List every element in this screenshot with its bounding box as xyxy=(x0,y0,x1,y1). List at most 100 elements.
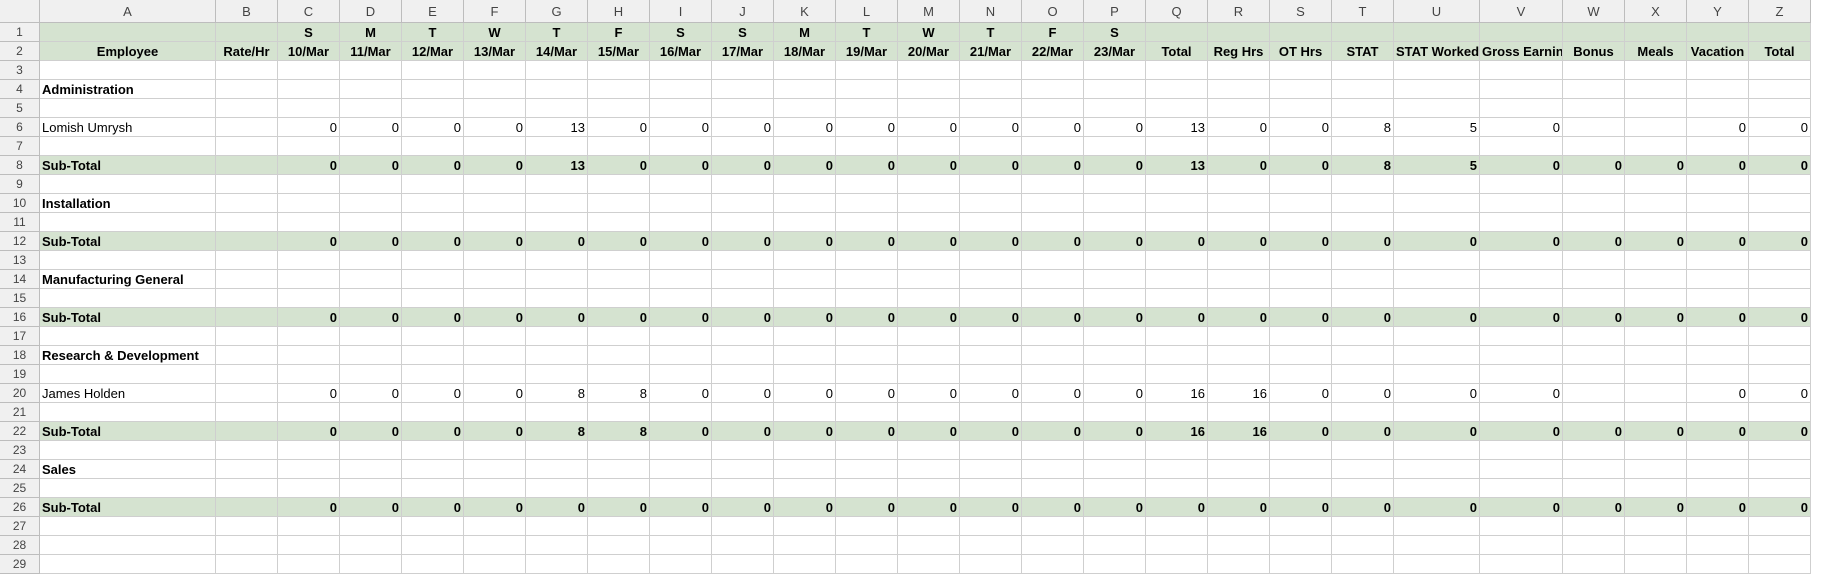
cell-y25[interactable] xyxy=(1687,479,1749,498)
cell-d19[interactable] xyxy=(340,365,402,384)
column-header-r[interactable]: R xyxy=(1208,0,1270,23)
cell-r21[interactable] xyxy=(1208,403,1270,422)
cell-v13[interactable] xyxy=(1480,251,1563,270)
cell-e1[interactable]: T xyxy=(402,23,464,42)
cell-m7[interactable] xyxy=(898,137,960,156)
cell-d18[interactable] xyxy=(340,346,402,365)
column-header-b[interactable]: B xyxy=(216,0,278,23)
cell-w6[interactable] xyxy=(1563,118,1625,137)
cell-p26[interactable]: 0 xyxy=(1084,498,1146,517)
cell-u3[interactable] xyxy=(1394,61,1480,80)
cell-d9[interactable] xyxy=(340,175,402,194)
column-header-y[interactable]: Y xyxy=(1687,0,1749,23)
cell-t3[interactable] xyxy=(1332,61,1394,80)
cell-z19[interactable] xyxy=(1749,365,1811,384)
cell-c8[interactable]: 0 xyxy=(278,156,340,175)
cell-a8[interactable]: Sub-Total xyxy=(40,156,216,175)
cell-l1[interactable]: T xyxy=(836,23,898,42)
cell-i16[interactable]: 0 xyxy=(650,308,712,327)
cell-z13[interactable] xyxy=(1749,251,1811,270)
cell-c13[interactable] xyxy=(278,251,340,270)
cell-o13[interactable] xyxy=(1022,251,1084,270)
column-header-t[interactable]: T xyxy=(1332,0,1394,23)
cell-y20[interactable]: 0 xyxy=(1687,384,1749,403)
cell-m28[interactable] xyxy=(898,536,960,555)
cell-o25[interactable] xyxy=(1022,479,1084,498)
cell-q19[interactable] xyxy=(1146,365,1208,384)
cell-i19[interactable] xyxy=(650,365,712,384)
row-header-24[interactable]: 24 xyxy=(0,460,40,479)
cell-v17[interactable] xyxy=(1480,327,1563,346)
cell-q25[interactable] xyxy=(1146,479,1208,498)
cell-g20[interactable]: 8 xyxy=(526,384,588,403)
cell-l9[interactable] xyxy=(836,175,898,194)
cell-x10[interactable] xyxy=(1625,194,1687,213)
cell-j3[interactable] xyxy=(712,61,774,80)
cell-g9[interactable] xyxy=(526,175,588,194)
cell-t13[interactable] xyxy=(1332,251,1394,270)
cell-m10[interactable] xyxy=(898,194,960,213)
cell-u26[interactable]: 0 xyxy=(1394,498,1480,517)
cell-e21[interactable] xyxy=(402,403,464,422)
cell-t25[interactable] xyxy=(1332,479,1394,498)
cell-q13[interactable] xyxy=(1146,251,1208,270)
cell-s14[interactable] xyxy=(1270,270,1332,289)
cell-x19[interactable] xyxy=(1625,365,1687,384)
cell-f9[interactable] xyxy=(464,175,526,194)
cell-j27[interactable] xyxy=(712,517,774,536)
cell-k4[interactable] xyxy=(774,80,836,99)
cell-f19[interactable] xyxy=(464,365,526,384)
cell-g25[interactable] xyxy=(526,479,588,498)
cell-l2[interactable]: 19/Mar xyxy=(836,42,898,61)
cell-y21[interactable] xyxy=(1687,403,1749,422)
cell-v10[interactable] xyxy=(1480,194,1563,213)
cell-i25[interactable] xyxy=(650,479,712,498)
cell-y5[interactable] xyxy=(1687,99,1749,118)
cell-w22[interactable]: 0 xyxy=(1563,422,1625,441)
cell-o29[interactable] xyxy=(1022,555,1084,574)
cell-w25[interactable] xyxy=(1563,479,1625,498)
cell-k26[interactable]: 0 xyxy=(774,498,836,517)
cell-e10[interactable] xyxy=(402,194,464,213)
cell-j11[interactable] xyxy=(712,213,774,232)
cell-x14[interactable] xyxy=(1625,270,1687,289)
cell-e18[interactable] xyxy=(402,346,464,365)
cell-s20[interactable]: 0 xyxy=(1270,384,1332,403)
cell-f18[interactable] xyxy=(464,346,526,365)
cell-y29[interactable] xyxy=(1687,555,1749,574)
cell-v4[interactable] xyxy=(1480,80,1563,99)
cell-u19[interactable] xyxy=(1394,365,1480,384)
cell-a27[interactable] xyxy=(40,517,216,536)
cell-m18[interactable] xyxy=(898,346,960,365)
cell-y23[interactable] xyxy=(1687,441,1749,460)
column-header-i[interactable]: I xyxy=(650,0,712,23)
cell-g16[interactable]: 0 xyxy=(526,308,588,327)
cell-p20[interactable]: 0 xyxy=(1084,384,1146,403)
cell-c29[interactable] xyxy=(278,555,340,574)
cell-s13[interactable] xyxy=(1270,251,1332,270)
cell-l28[interactable] xyxy=(836,536,898,555)
cell-f3[interactable] xyxy=(464,61,526,80)
cell-t28[interactable] xyxy=(1332,536,1394,555)
cell-q22[interactable]: 16 xyxy=(1146,422,1208,441)
cell-p9[interactable] xyxy=(1084,175,1146,194)
column-header-q[interactable]: Q xyxy=(1146,0,1208,23)
cell-p27[interactable] xyxy=(1084,517,1146,536)
cell-m23[interactable] xyxy=(898,441,960,460)
cell-k16[interactable]: 0 xyxy=(774,308,836,327)
cell-n29[interactable] xyxy=(960,555,1022,574)
cell-t15[interactable] xyxy=(1332,289,1394,308)
cell-x9[interactable] xyxy=(1625,175,1687,194)
cell-d15[interactable] xyxy=(340,289,402,308)
cell-e25[interactable] xyxy=(402,479,464,498)
cell-t9[interactable] xyxy=(1332,175,1394,194)
cell-j26[interactable]: 0 xyxy=(712,498,774,517)
cell-h21[interactable] xyxy=(588,403,650,422)
cell-m12[interactable]: 0 xyxy=(898,232,960,251)
cell-p29[interactable] xyxy=(1084,555,1146,574)
cell-b25[interactable] xyxy=(216,479,278,498)
cell-g2[interactable]: 14/Mar xyxy=(526,42,588,61)
cell-e3[interactable] xyxy=(402,61,464,80)
cell-k24[interactable] xyxy=(774,460,836,479)
column-header-v[interactable]: V xyxy=(1480,0,1563,23)
